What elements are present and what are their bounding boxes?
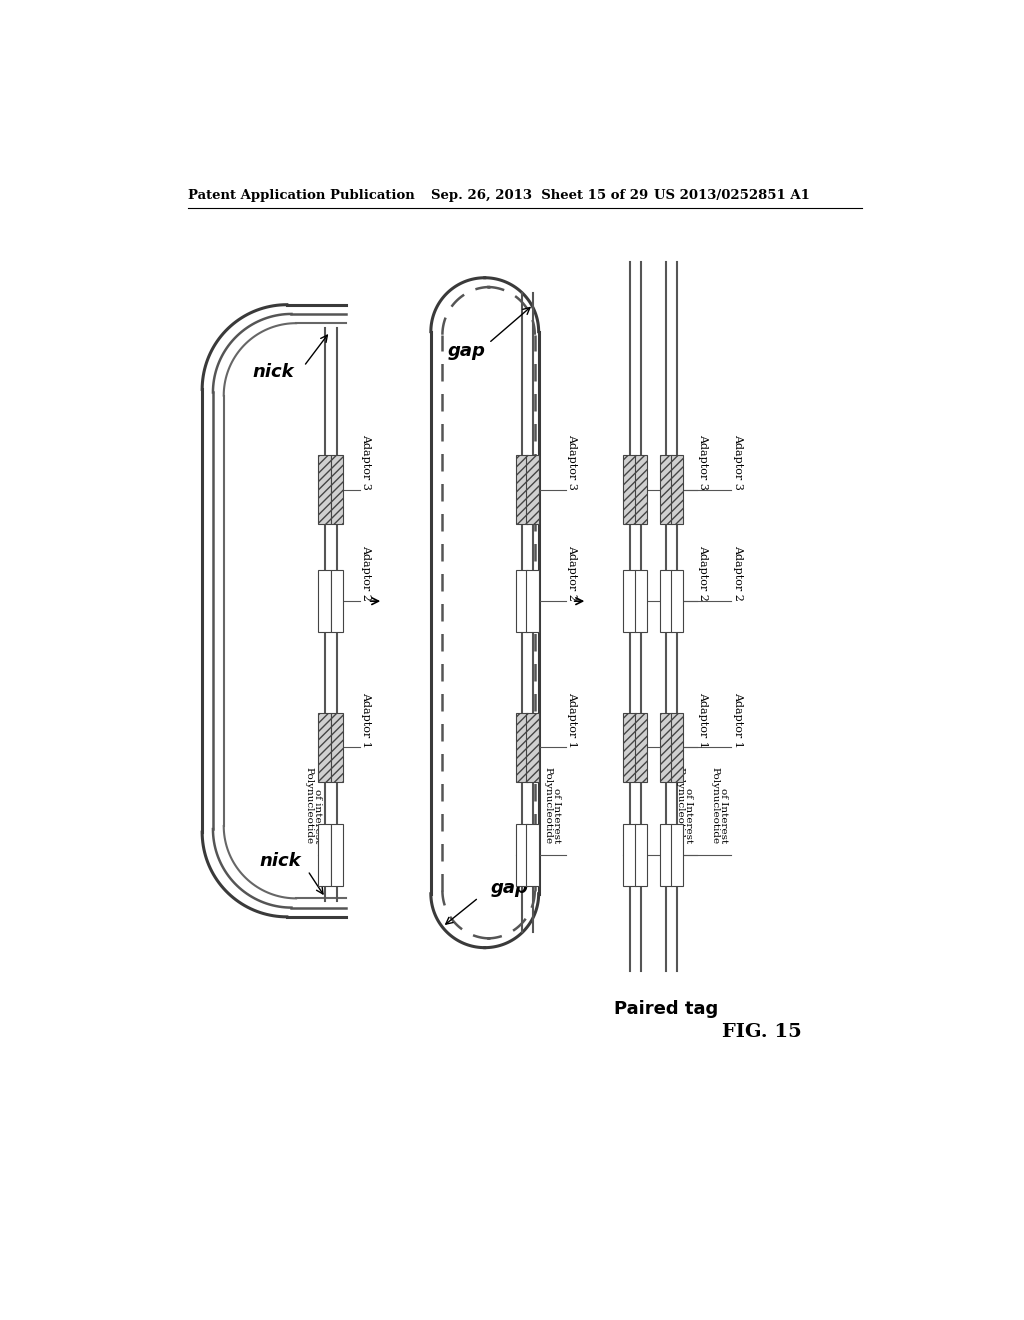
Text: Polynucleotide: Polynucleotide xyxy=(711,767,720,843)
Bar xyxy=(671,713,683,781)
Text: nick: nick xyxy=(260,851,301,870)
Text: Polynucleotide: Polynucleotide xyxy=(544,767,552,843)
Bar xyxy=(671,825,683,886)
Bar xyxy=(635,825,647,886)
Bar xyxy=(526,825,539,886)
Bar xyxy=(318,455,331,524)
Bar xyxy=(624,825,636,886)
Bar xyxy=(659,825,672,886)
Text: gap: gap xyxy=(490,879,528,898)
Bar xyxy=(659,455,672,524)
Text: Adaptor 2: Adaptor 2 xyxy=(733,545,742,601)
Bar xyxy=(659,713,672,781)
Text: Adaptor 2: Adaptor 2 xyxy=(567,545,578,601)
Bar xyxy=(515,570,528,632)
Bar xyxy=(526,455,539,524)
Text: Adaptor 3: Adaptor 3 xyxy=(733,434,742,490)
Bar xyxy=(635,455,647,524)
Text: Polynucleotide: Polynucleotide xyxy=(304,767,313,843)
Text: of Interest: of Interest xyxy=(684,788,693,843)
Bar xyxy=(624,455,636,524)
Bar xyxy=(331,570,343,632)
Text: Patent Application Publication: Patent Application Publication xyxy=(188,189,415,202)
Text: Sep. 26, 2013  Sheet 15 of 29: Sep. 26, 2013 Sheet 15 of 29 xyxy=(431,189,648,202)
Bar xyxy=(624,713,636,781)
Bar xyxy=(526,570,539,632)
Text: Adaptor 3: Adaptor 3 xyxy=(567,434,578,490)
Bar xyxy=(331,455,343,524)
Bar xyxy=(318,825,331,886)
Text: Adaptor 3: Adaptor 3 xyxy=(698,434,708,490)
Text: Adaptor 1: Adaptor 1 xyxy=(733,692,742,747)
Text: Polynucleotide: Polynucleotide xyxy=(676,767,685,843)
Bar xyxy=(635,713,647,781)
Bar xyxy=(671,455,683,524)
Text: FIG. 15: FIG. 15 xyxy=(722,1023,802,1041)
Text: of Interest: of Interest xyxy=(719,788,728,843)
Bar xyxy=(671,570,683,632)
Bar xyxy=(331,825,343,886)
Bar xyxy=(331,713,343,781)
Bar xyxy=(635,570,647,632)
Text: Adaptor 2: Adaptor 2 xyxy=(361,545,372,601)
Bar xyxy=(318,570,331,632)
Bar xyxy=(515,825,528,886)
Bar xyxy=(515,455,528,524)
Text: Adaptor 1: Adaptor 1 xyxy=(567,692,578,747)
Text: of interest: of interest xyxy=(313,789,323,843)
Bar xyxy=(624,570,636,632)
Bar xyxy=(659,570,672,632)
Bar xyxy=(318,713,331,781)
Text: gap: gap xyxy=(449,342,486,360)
Text: of Interest: of Interest xyxy=(552,788,561,843)
Text: nick: nick xyxy=(252,363,294,381)
Text: Paired tag: Paired tag xyxy=(613,1001,718,1018)
Bar xyxy=(515,713,528,781)
Text: US 2013/0252851 A1: US 2013/0252851 A1 xyxy=(654,189,810,202)
Bar xyxy=(526,713,539,781)
Text: Adaptor 1: Adaptor 1 xyxy=(698,692,708,747)
Text: Adaptor 3: Adaptor 3 xyxy=(361,434,372,490)
Text: Adaptor 2: Adaptor 2 xyxy=(698,545,708,601)
Text: Adaptor 1: Adaptor 1 xyxy=(361,692,372,747)
